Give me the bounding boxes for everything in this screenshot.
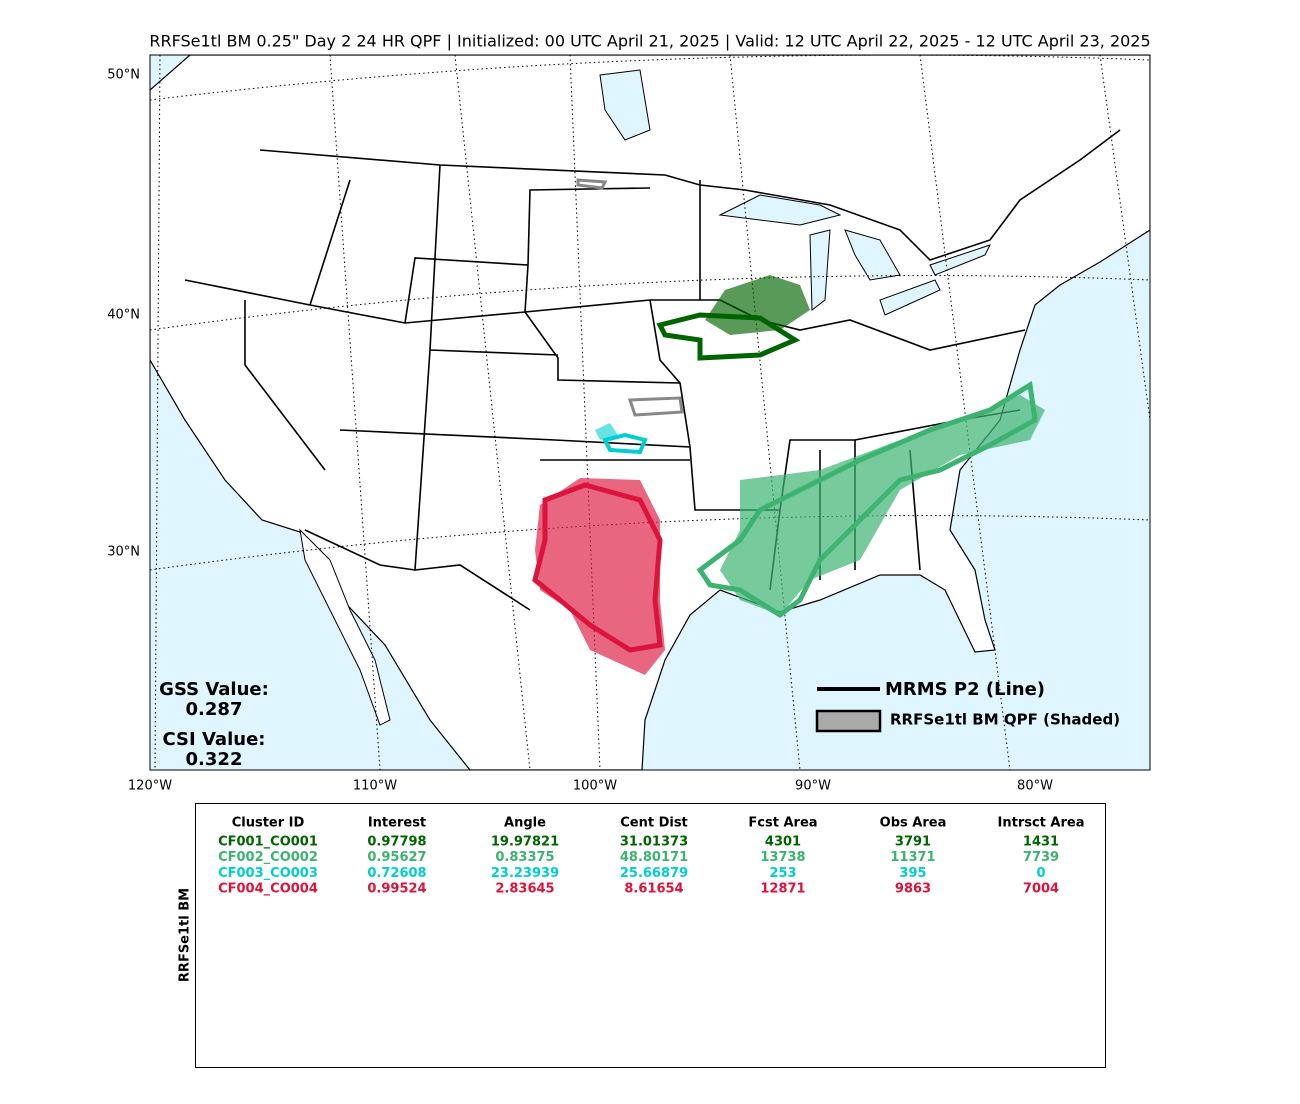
table-cell: 1431: [1023, 835, 1059, 850]
qpf-clusters: [532, 178, 1045, 675]
table-cell: 9863: [895, 882, 931, 897]
table-frame: [195, 803, 1106, 1068]
lat-label: 50°N: [107, 68, 140, 83]
legend-label: MRMS P2 (Line): [885, 679, 1045, 700]
table-cell: 19.97821: [491, 835, 559, 850]
table-side-label: RRFSe1tl BM: [178, 888, 193, 982]
table-cell: 3791: [895, 835, 931, 850]
table-cell: 48.80171: [620, 850, 688, 865]
table-cell: 0.99524: [367, 882, 426, 897]
cluster-2-line: [696, 380, 1038, 619]
stats: GSS Value:0.287 CSI Value:0.322: [159, 679, 269, 770]
cluster-2-shaded: [720, 395, 1045, 615]
table-cell: 8.61654: [624, 882, 683, 897]
legend-swatch: [815, 709, 882, 733]
lon-label: 100°W: [573, 779, 617, 794]
table-header: Interest: [368, 816, 426, 831]
cluster-4-line: [532, 482, 663, 653]
table-header: Intrsct Area: [998, 816, 1085, 831]
table-cell: 0.72608: [367, 866, 426, 881]
lon-labels: 120°W 110°W 100°W 90°W 80°W: [128, 779, 1053, 794]
table-cell: 4301: [765, 835, 801, 850]
table-cell: 0.95627: [367, 850, 426, 865]
table-cell: 13738: [760, 850, 805, 865]
lakes: [599, 69, 991, 316]
table-header: Cent Dist: [620, 816, 688, 831]
table-cell: CF002_CO002: [218, 850, 318, 865]
stat-label: CSI Value:: [163, 729, 266, 750]
map: [150, 55, 1150, 770]
cluster-1-shaded: [705, 275, 810, 335]
lat-label: 40°N: [107, 308, 140, 323]
lon-label: 90°W: [795, 779, 831, 794]
obs-only-lines: [576, 178, 684, 417]
title: RRFSe1tl BM 0.25" Day 2 24 HR QPF | Init…: [149, 32, 1150, 51]
table-cell: 395: [899, 866, 926, 881]
table-cell: 7739: [1023, 850, 1059, 865]
table-cell: CF003_CO003: [218, 866, 318, 881]
table-cell: 7004: [1023, 882, 1059, 897]
cluster-3-line: [602, 432, 648, 455]
table: Cluster ID Interest Angle Cent Dist Fcst Are…: [218, 816, 1084, 897]
border: [259, 129, 1121, 261]
lon-label: 80°W: [1017, 779, 1053, 794]
table-cell: 11371: [890, 850, 935, 865]
table-cell: CF001_CO001: [218, 835, 318, 850]
table-cell: CF004_CO004: [218, 882, 318, 897]
table-cell: 2.83645: [495, 882, 554, 897]
table-cell: 0.97798: [367, 835, 426, 850]
graticule: [150, 55, 1150, 770]
table-cell: 23.23939: [491, 866, 559, 881]
baja: [299, 528, 391, 726]
table-cell: 0: [1036, 866, 1045, 881]
table-header: Angle: [504, 816, 546, 831]
stat-value: 0.322: [186, 749, 243, 770]
stat-label: GSS Value:: [159, 679, 269, 700]
lat-labels: 50°N 40°N 30°N: [107, 68, 140, 560]
table-header: Obs Area: [880, 816, 947, 831]
table-cell: 31.01373: [620, 835, 688, 850]
map-frame: [149, 54, 1151, 771]
table-cell: 0.83375: [495, 850, 554, 865]
table-cell: 12871: [760, 882, 805, 897]
cluster-1-line: [656, 312, 801, 361]
table-cell: 253: [769, 866, 796, 881]
cluster-3-shaded: [595, 423, 618, 440]
cluster-4-shaded: [535, 478, 665, 675]
legend-label: RRFSe1tl BM QPF (Shaded): [890, 711, 1120, 729]
stat-value: 0.287: [186, 699, 243, 720]
table-header: Fcst Area: [748, 816, 817, 831]
table-header: Cluster ID: [232, 816, 305, 831]
table-cell: 25.66879: [620, 866, 688, 881]
lon-label: 110°W: [353, 779, 397, 794]
lon-label: 120°W: [128, 779, 172, 794]
lat-label: 30°N: [107, 545, 140, 560]
